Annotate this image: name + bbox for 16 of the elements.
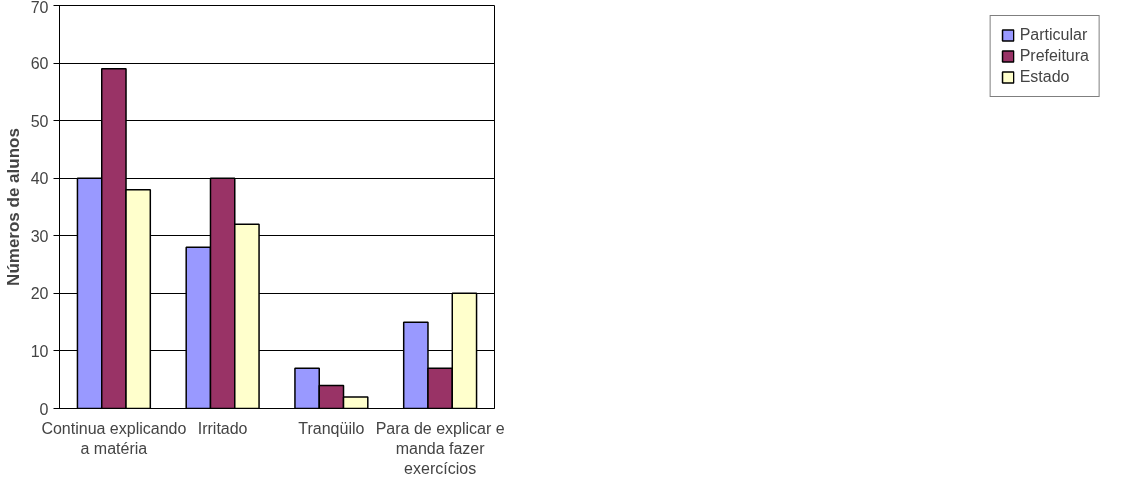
y-tick-label: 30 xyxy=(30,227,49,245)
y-tick-label: 20 xyxy=(30,285,49,303)
y-axis-title: Números de alunos xyxy=(3,128,23,286)
y-tick-label: 70 xyxy=(30,0,49,16)
x-tick-label: Continua explicando a matéria xyxy=(41,419,187,457)
legend-label: Prefeitura xyxy=(1019,47,1089,65)
x-tick-label: Tranqüilo xyxy=(298,419,365,437)
y-tick-label: 10 xyxy=(30,342,49,360)
y-tick-label: 60 xyxy=(30,55,49,73)
legend-label: Particular xyxy=(1019,26,1088,44)
y-tick-label: 0 xyxy=(39,400,49,418)
y-tick-label: 50 xyxy=(30,112,49,130)
x-tick-label: Para de explicar e manda fazer exercícios xyxy=(375,419,505,478)
legend-label: Estado xyxy=(1019,68,1070,86)
y-tick-label: 40 xyxy=(30,170,49,188)
x-tick-label: Irritado xyxy=(197,419,248,437)
